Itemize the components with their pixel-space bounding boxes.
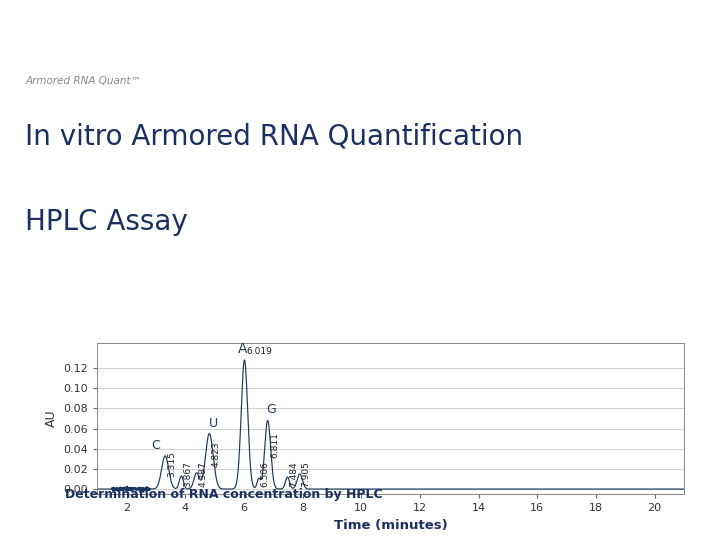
Text: 6.019: 6.019 — [246, 347, 272, 356]
Text: 7.905: 7.905 — [302, 461, 310, 487]
Text: A: A — [238, 342, 248, 356]
Y-axis label: AU: AU — [45, 410, 58, 427]
Text: 4.823: 4.823 — [212, 441, 221, 467]
Text: C: C — [151, 439, 160, 452]
Text: Diagnostics: Diagnostics — [634, 532, 698, 540]
X-axis label: Time (minutes): Time (minutes) — [334, 519, 447, 532]
Text: 3.315: 3.315 — [168, 451, 176, 477]
Text: U: U — [209, 416, 217, 430]
Text: In vitro Armored RNA Quantification: In vitro Armored RNA Quantification — [25, 122, 523, 150]
Text: 3.867: 3.867 — [183, 461, 192, 487]
Text: 6.506: 6.506 — [261, 461, 269, 487]
Text: 6.811: 6.811 — [270, 433, 279, 458]
Text: 7.484: 7.484 — [289, 461, 298, 487]
Text: Determination of RNA concentration by HPLC: Determination of RNA concentration by HP… — [65, 488, 382, 501]
Text: 4.387: 4.387 — [198, 461, 207, 487]
Text: G: G — [266, 403, 276, 416]
Text: HPLC Assay: HPLC Assay — [25, 208, 188, 236]
Text: Ambion: Ambion — [657, 519, 698, 529]
Text: Armored RNA Quant™: Armored RNA Quant™ — [25, 76, 141, 86]
